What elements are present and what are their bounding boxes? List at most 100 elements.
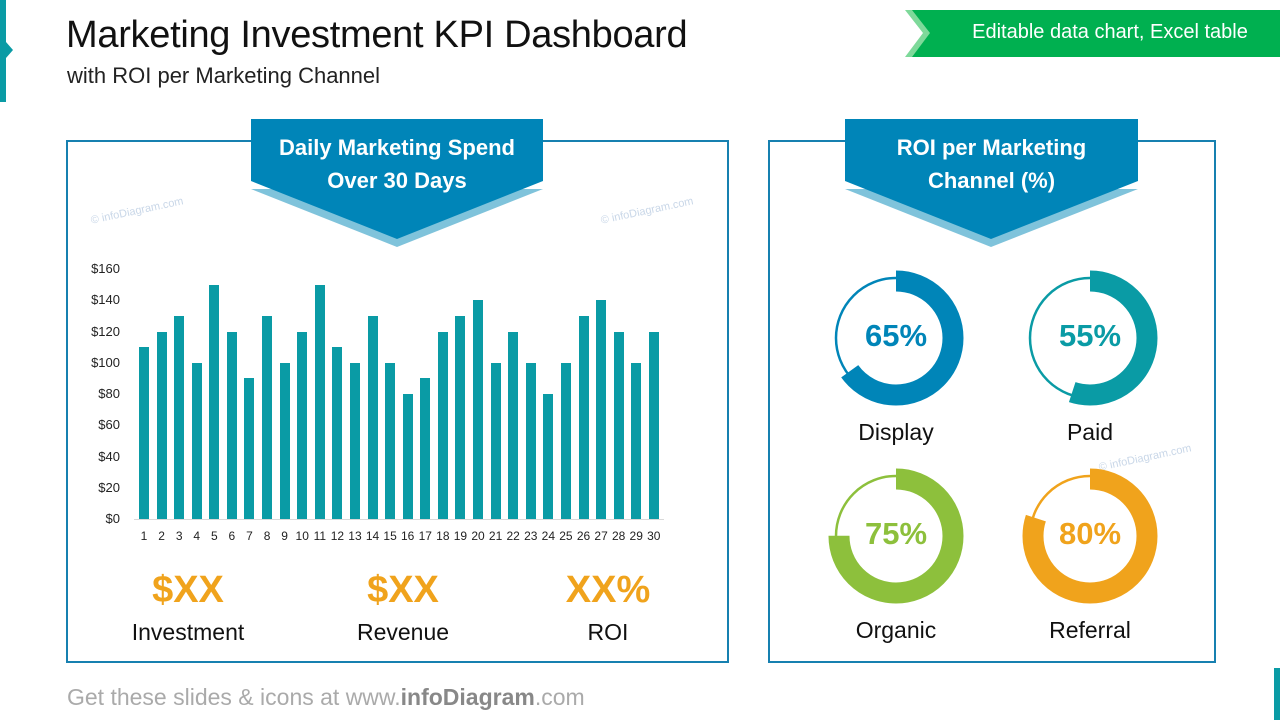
x-tick-label: 2 xyxy=(158,529,165,543)
y-tick-label: $80 xyxy=(98,386,120,401)
revenue-label: Revenue xyxy=(356,619,450,645)
y-tick-label: $40 xyxy=(98,448,120,464)
footer-prefix: Get these slides & icons at www. xyxy=(67,684,401,710)
bar-day-11 xyxy=(314,284,325,519)
donut-ring xyxy=(828,270,964,406)
investment-label: Investment xyxy=(131,619,245,645)
x-tick-label: 12 xyxy=(330,529,345,543)
bar-day-1 xyxy=(139,347,149,519)
bar-day-7 xyxy=(244,378,255,519)
bar-day-23 xyxy=(525,362,536,519)
channel-label: Organic xyxy=(855,617,937,643)
bar-day-14 xyxy=(367,315,378,519)
donut-ring xyxy=(1022,270,1158,406)
x-tick-label: 8 xyxy=(263,529,271,543)
banner-line-1: ROI per Marketing xyxy=(896,135,1087,160)
bar-day-30 xyxy=(648,331,659,519)
y-tick-label: $160 xyxy=(91,261,120,276)
x-tick-label: 29 xyxy=(629,529,643,543)
bar-day-12 xyxy=(332,347,343,519)
y-tick-label: $60 xyxy=(98,417,120,433)
donut-percent: 75% xyxy=(864,516,928,551)
banner-line-2: Over 30 Days xyxy=(327,168,467,193)
x-tick-label: 18 xyxy=(436,529,450,543)
bar-day-5 xyxy=(209,284,220,519)
bar-day-28 xyxy=(613,331,624,519)
donut-progress xyxy=(1022,270,1158,406)
bar-day-25 xyxy=(560,362,571,519)
y-tick-label: $0 xyxy=(105,511,120,526)
x-tick-label: 16 xyxy=(401,529,415,543)
footer-text: Get these slides & icons at www.infoDiag… xyxy=(67,684,585,711)
bar-day-15 xyxy=(385,362,396,519)
y-tick-label: $20 xyxy=(98,479,120,495)
banner-line-1: Daily Marketing Spend xyxy=(279,135,515,160)
x-tick-label: 4 xyxy=(193,529,201,543)
footer-brand: infoDiagram xyxy=(400,684,535,710)
x-tick-label: 9 xyxy=(281,529,288,543)
x-tick-label: 22 xyxy=(506,529,520,543)
channel-label: Display xyxy=(858,419,934,445)
bar-day-20 xyxy=(473,300,484,519)
bar-day-24 xyxy=(543,394,554,519)
donut-progress xyxy=(828,270,964,406)
page-subtitle: with ROI per Marketing Channel xyxy=(67,63,381,88)
banner-line-2: Channel (%) xyxy=(927,168,1056,193)
x-tick-label: 27 xyxy=(594,529,608,543)
donut-percent: 55% xyxy=(1058,318,1122,353)
spend-banner: Daily Marketing Spend Over 30 Days xyxy=(251,119,543,247)
bar-day-2 xyxy=(156,331,167,519)
x-tick-label: 17 xyxy=(418,529,432,543)
investment-value: $XX xyxy=(152,569,224,611)
x-tick-label: 15 xyxy=(383,529,397,543)
bar-day-16 xyxy=(402,394,413,519)
tag-label: Editable data chart, Excel table xyxy=(972,21,1248,43)
x-tick-label: 1 xyxy=(140,529,148,543)
bar-day-19 xyxy=(455,315,466,519)
x-tick-label: 5 xyxy=(210,529,218,543)
bar-day-27 xyxy=(596,300,607,519)
x-tick-label: 24 xyxy=(541,529,555,543)
footer-suffix: .com xyxy=(534,684,585,710)
bar-day-4 xyxy=(191,362,202,519)
bar-day-6 xyxy=(226,331,237,519)
donut-ring xyxy=(1022,468,1158,604)
left-accent-arrow xyxy=(6,42,13,58)
revenue-value: $XX xyxy=(367,569,439,611)
y-tick-label: $120 xyxy=(91,323,120,339)
bar-day-21 xyxy=(490,362,501,519)
donut-progress xyxy=(828,468,964,604)
page-title: Marketing Investment KPI Dashboard xyxy=(66,14,688,56)
bar-day-26 xyxy=(578,315,589,519)
bar-day-29 xyxy=(631,362,642,519)
spend-banner-title: Daily Marketing Spend Over 30 Days xyxy=(251,131,543,197)
roi-value: XX% xyxy=(565,569,651,611)
donut-ring xyxy=(828,468,964,604)
x-tick-label: 26 xyxy=(576,529,591,543)
x-tick-label: 10 xyxy=(295,529,309,543)
x-tick-label: 23 xyxy=(524,529,538,543)
donut-progress xyxy=(1022,468,1158,604)
y-tick-label: $100 xyxy=(91,354,120,370)
donut-referral: 80% xyxy=(1020,466,1160,606)
donut-display: 65% xyxy=(826,268,966,408)
donut-percent: 65% xyxy=(864,318,928,353)
roi-label: ROI xyxy=(587,619,629,645)
x-tick-label: 28 xyxy=(611,529,626,543)
x-tick-label: 6 xyxy=(228,529,236,543)
channel-label: Referral xyxy=(1049,617,1131,643)
x-tick-label: 11 xyxy=(313,529,327,543)
x-tick-label: 7 xyxy=(246,529,253,543)
banner-shape xyxy=(251,119,543,247)
bar-day-3 xyxy=(174,315,185,519)
bar-day-8 xyxy=(262,315,273,519)
donut-percent: 80% xyxy=(1058,516,1122,551)
x-tick-label: 21 xyxy=(488,529,503,543)
x-tick-label: 14 xyxy=(365,529,380,543)
roi-banner-title: ROI per Marketing Channel (%) xyxy=(845,131,1138,197)
bar-day-22 xyxy=(508,331,519,519)
donut-paid: 55% xyxy=(1020,268,1160,408)
y-tick-label: $140 xyxy=(91,292,120,308)
bar-day-10 xyxy=(297,331,308,519)
roi-banner: ROI per Marketing Channel (%) xyxy=(845,119,1138,247)
